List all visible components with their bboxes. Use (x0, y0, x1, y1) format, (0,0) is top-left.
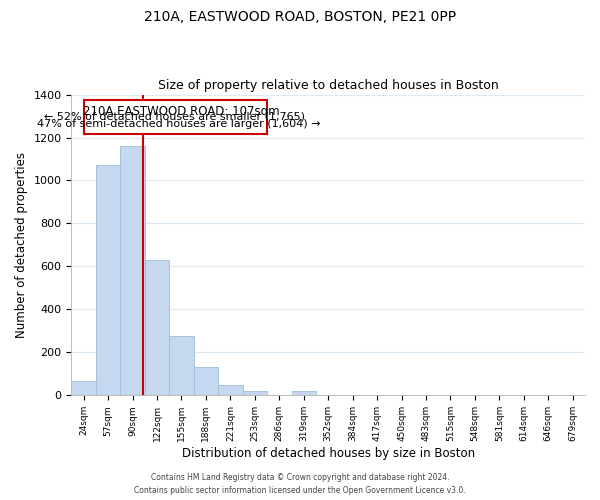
X-axis label: Distribution of detached houses by size in Boston: Distribution of detached houses by size … (182, 447, 475, 460)
Bar (169, 336, 194, 396)
Bar (292, 391, 316, 396)
Bar (242, 391, 267, 396)
Text: ← 52% of detached houses are smaller (1,765): ← 52% of detached houses are smaller (1,… (44, 112, 305, 122)
Bar (71, 382, 96, 396)
Bar (194, 368, 218, 396)
Y-axis label: Number of detached properties: Number of detached properties (15, 152, 28, 338)
Text: 210A EASTWOOD ROAD: 107sqm: 210A EASTWOOD ROAD: 107sqm (83, 104, 280, 118)
Title: Size of property relative to detached houses in Boston: Size of property relative to detached ho… (158, 79, 499, 92)
Text: 47% of semi-detached houses are larger (1,604) →: 47% of semi-detached houses are larger (… (37, 119, 321, 129)
Text: 210A, EASTWOOD ROAD, BOSTON, PE21 0PP: 210A, EASTWOOD ROAD, BOSTON, PE21 0PP (144, 10, 456, 24)
Bar (121, 146, 145, 396)
Bar (96, 166, 121, 396)
Text: Contains HM Land Registry data © Crown copyright and database right 2024.
Contai: Contains HM Land Registry data © Crown c… (134, 474, 466, 495)
Bar (83, 100, 267, 134)
Bar (145, 260, 169, 396)
Bar (218, 385, 242, 396)
